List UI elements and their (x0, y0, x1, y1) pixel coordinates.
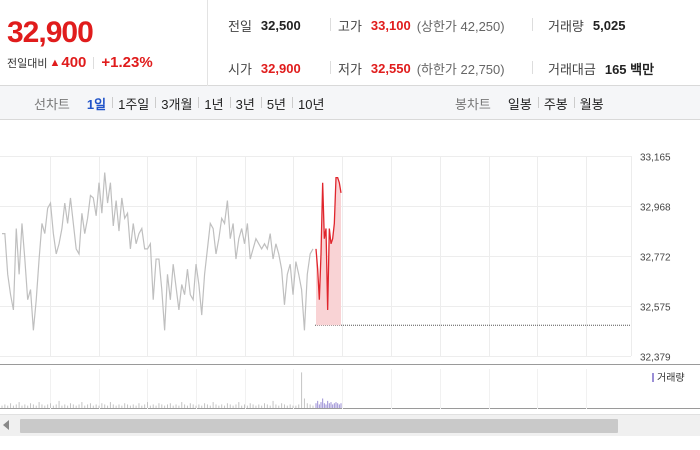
stat-high: 고가 33,100 (상한가 42,250) (338, 16, 505, 35)
stat-value: 32,500 (260, 18, 301, 33)
stat-value: 32,900 (260, 61, 301, 76)
stat-divider (532, 61, 533, 74)
price-box: 32,900 전일대비 ▲ 400 +1.23% (0, 0, 208, 86)
prior-day-line (2, 172, 314, 331)
y-axis: 33,165 32,968 32,772 32,575 32,379 (640, 153, 671, 364)
y-tick-label: 33,165 (640, 153, 671, 164)
y-tick-label: 32,379 (640, 353, 671, 364)
quote-header: 32,900 전일대비 ▲ 400 +1.23% 전일 32,500 고가 33… (0, 0, 700, 86)
change-amount: 400 (61, 54, 87, 71)
candle-weekly[interactable]: 주봉 (537, 94, 574, 113)
stat-divider (532, 18, 533, 31)
volume-panel: 거래량 (1, 372, 685, 408)
y-tick-label: 32,575 (640, 303, 671, 314)
stat-sub: (상한가 42,250) (416, 19, 505, 34)
change-percent: +1.23% (101, 54, 153, 71)
stat-low: 저가 32,550 (하한가 22,750) (338, 59, 505, 78)
candle-chart-periods: 봉차트 일봉 주봉 월봉 (455, 86, 610, 120)
change-divider (93, 56, 95, 69)
plot-frame (1, 122, 700, 366)
stat-value: 165 백만 (604, 62, 655, 77)
scroll-left-icon[interactable] (3, 420, 9, 430)
chart-scrollbar[interactable] (0, 414, 700, 436)
change-label: 전일대비 (7, 57, 48, 70)
stat-divider (330, 61, 331, 74)
price-chart-svg: 33,165 32,968 32,772 32,575 32,379 거래량 (0, 122, 700, 409)
chart-toolbar: 선차트 1일 1주일 3개월 1년 3년 5년 10년 봉차트 일봉 주봉 월봉 (0, 86, 700, 120)
stat-prev-close: 전일 32,500 (228, 16, 301, 35)
stat-key: 거래량 (548, 19, 584, 34)
stat-value: 33,100 (370, 18, 411, 33)
price-change: 전일대비 ▲ 400 +1.23% (7, 54, 153, 71)
period-5y[interactable]: 5년 (260, 94, 292, 113)
candle-monthly[interactable]: 월봉 (573, 94, 610, 113)
stat-sub: (하한가 22,750) (416, 62, 505, 77)
current-price: 32,900 (7, 16, 94, 49)
chart-series (2, 172, 631, 331)
scroll-thumb[interactable] (20, 419, 618, 433)
volume-legend-label: 거래량 (657, 372, 685, 384)
period-10y[interactable]: 10년 (292, 94, 330, 113)
stat-key: 거래대금 (548, 62, 596, 77)
stat-key: 시가 (228, 62, 252, 77)
stat-value: 5,025 (592, 18, 626, 33)
up-triangle-icon: ▲ (49, 56, 61, 69)
candle-daily[interactable]: 일봉 (507, 96, 532, 112)
period-1d[interactable]: 1일 (86, 96, 107, 112)
stat-key: 저가 (338, 62, 362, 77)
stat-key: 고가 (338, 19, 362, 34)
chart-grid (0, 122, 700, 409)
period-1y[interactable]: 1년 (198, 94, 229, 113)
period-1w[interactable]: 1주일 (112, 94, 155, 113)
line-chart-periods: 선차트 1일 1주일 3개월 1년 3년 5년 10년 (34, 86, 330, 120)
stat-key: 전일 (228, 19, 252, 34)
volume-legend-swatch (652, 373, 654, 382)
candle-chart-title: 봉차트 (455, 96, 491, 112)
stat-trade-value: 거래대금 165 백만 (548, 59, 654, 78)
stat-value: 32,550 (370, 61, 411, 76)
stat-volume: 거래량 5,025 (548, 16, 625, 35)
period-3y[interactable]: 3년 (229, 94, 261, 113)
price-chart: 33,165 32,968 32,772 32,575 32,379 거래량 (0, 121, 700, 411)
period-3m[interactable]: 3개월 (155, 94, 198, 113)
stat-divider (330, 18, 331, 31)
stat-open: 시가 32,900 (228, 59, 301, 78)
today-line (315, 176, 342, 310)
line-chart-title: 선차트 (34, 96, 70, 112)
y-tick-label: 32,772 (640, 253, 671, 264)
y-tick-label: 32,968 (640, 203, 671, 214)
